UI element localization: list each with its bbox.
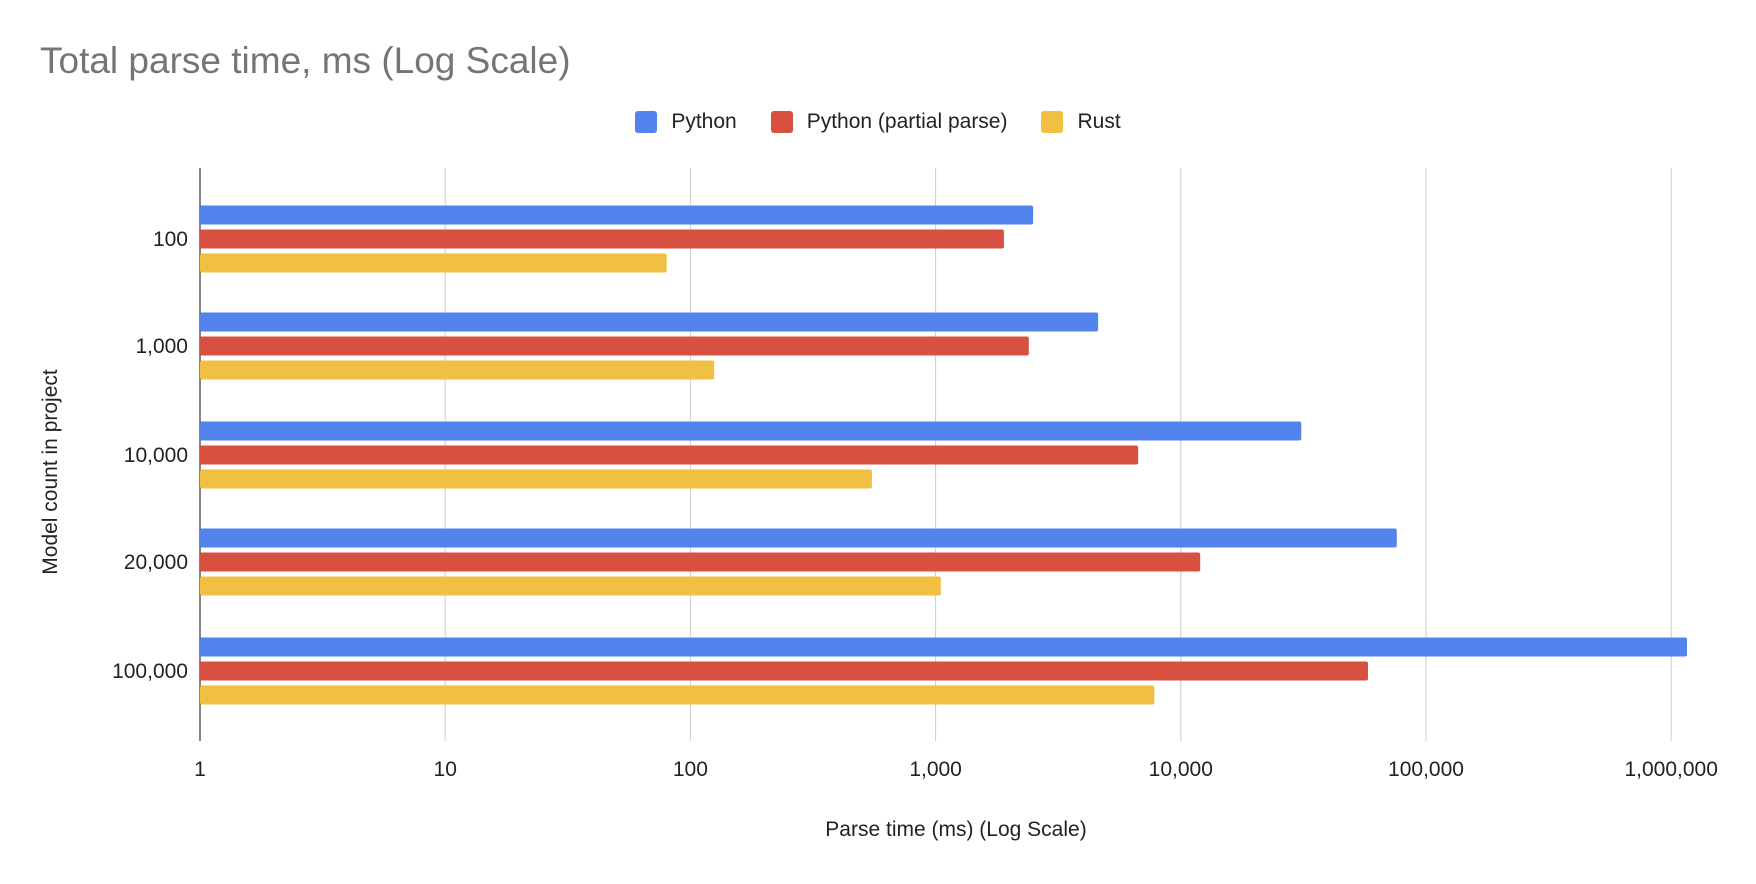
legend-label-python-partial: Python (partial parse)	[806, 110, 1008, 133]
bar-rust-10,000	[200, 469, 872, 489]
legend-swatch-python	[635, 111, 658, 133]
bar-python-partial-parse--10,000	[200, 445, 1139, 465]
bar-python-10,000	[200, 421, 1302, 441]
bar-rust-20,000	[200, 576, 941, 596]
legend-label-python: Python	[671, 110, 737, 133]
bar-python-100	[200, 205, 1034, 225]
y-tick-label: 10,000	[124, 444, 188, 467]
bar-python-partial-parse--20,000	[200, 552, 1201, 572]
bar-rust-1,000	[200, 360, 715, 380]
legend: Python Python (partial parse) Rust	[0, 110, 1756, 134]
y-axis-title: Model count in project	[39, 369, 62, 575]
bar-python-partial-parse--100,000	[200, 661, 1368, 681]
legend-item-python: Python	[635, 110, 737, 134]
x-tick-label: 1,000	[909, 758, 962, 781]
legend-swatch-rust	[1041, 111, 1064, 133]
bar-python-100,000	[200, 637, 1688, 657]
bar-python-partial-parse--100	[200, 229, 1004, 249]
x-tick-label: 100	[673, 758, 708, 781]
x-tick-label: 10,000	[1149, 758, 1213, 781]
chart-title: Total parse time, ms (Log Scale)	[40, 40, 571, 81]
x-tick-label: 100,000	[1388, 758, 1464, 781]
bar-python-20,000	[200, 528, 1397, 548]
x-tick-label: 1,000,000	[1624, 758, 1717, 781]
bar-rust-100,000	[200, 685, 1155, 705]
x-axis-title: Parse time (ms) (Log Scale)	[825, 818, 1086, 841]
y-tick-label: 100	[153, 228, 188, 251]
y-tick-label: 20,000	[124, 551, 188, 574]
legend-swatch-python-partial	[770, 111, 793, 133]
y-tick-label: 1,000	[135, 335, 188, 358]
legend-label-rust: Rust	[1077, 110, 1121, 133]
bar-rust-100	[200, 253, 667, 273]
bar-python-1,000	[200, 312, 1099, 332]
legend-item-python-partial: Python (partial parse)	[770, 110, 1008, 134]
x-tick-label: 1	[194, 758, 206, 781]
y-tick-label: 100,000	[112, 660, 188, 683]
legend-item-rust: Rust	[1041, 110, 1121, 134]
bar-python-partial-parse--1,000	[200, 336, 1029, 356]
x-tick-label: 10	[434, 758, 457, 781]
